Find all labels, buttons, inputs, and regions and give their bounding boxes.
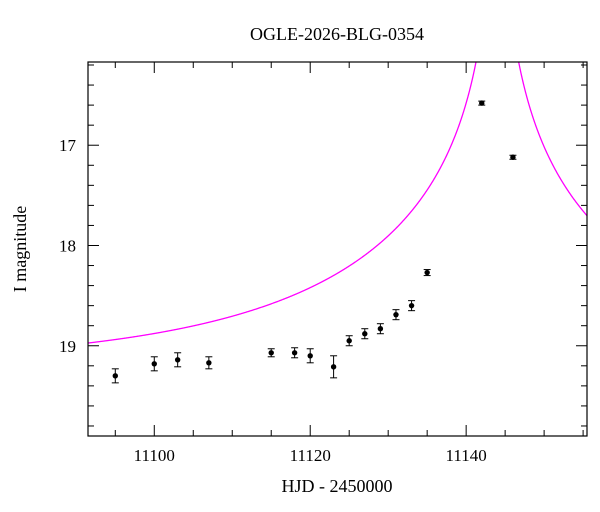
point-marker [362, 331, 368, 337]
data-point [267, 348, 275, 358]
data-point [291, 347, 299, 359]
x-axis-label: HJD - 2450000 [282, 476, 393, 496]
point-marker [291, 350, 298, 356]
x-tick-label: 11100 [134, 446, 175, 465]
data-point [478, 100, 486, 106]
point-marker [346, 338, 352, 344]
point-marker [330, 364, 337, 370]
data-point [150, 356, 158, 372]
plot-frame [87, 61, 588, 437]
data-point [205, 356, 213, 370]
data-point [376, 323, 384, 335]
data-point [330, 355, 338, 379]
chart-title: OGLE-2026-BLG-0354 [250, 24, 424, 44]
point-marker [479, 100, 485, 106]
point-marker [377, 326, 384, 332]
y-tick-label: 18 [59, 236, 76, 255]
data-point [345, 335, 353, 347]
model-curve [88, 62, 587, 344]
y-axis-label: I magnitude [10, 206, 30, 292]
point-marker [268, 350, 274, 356]
point-marker [112, 373, 118, 379]
point-marker [174, 357, 181, 363]
point-marker [206, 360, 212, 366]
axis-tick-labels: 11100 11120 11140 17 18 19 [59, 136, 487, 465]
axis-ticks [88, 62, 587, 436]
data-point [361, 328, 369, 340]
point-marker [510, 154, 516, 160]
point-marker [151, 361, 157, 367]
point-marker [424, 269, 430, 276]
point-marker [408, 302, 415, 309]
data-point [111, 368, 119, 384]
data-point [392, 309, 400, 321]
data-point [174, 352, 182, 368]
data-point [509, 154, 517, 160]
y-tick-label: 19 [59, 337, 76, 356]
x-tick-label: 11120 [290, 446, 331, 465]
data-point [423, 269, 431, 277]
data-point [306, 348, 314, 364]
point-marker [393, 311, 399, 318]
y-tick-label: 17 [59, 136, 77, 155]
model-line [88, 62, 587, 344]
data-point [408, 300, 416, 312]
x-tick-label: 11140 [446, 446, 487, 465]
point-marker [307, 353, 313, 359]
data-points [111, 100, 517, 384]
